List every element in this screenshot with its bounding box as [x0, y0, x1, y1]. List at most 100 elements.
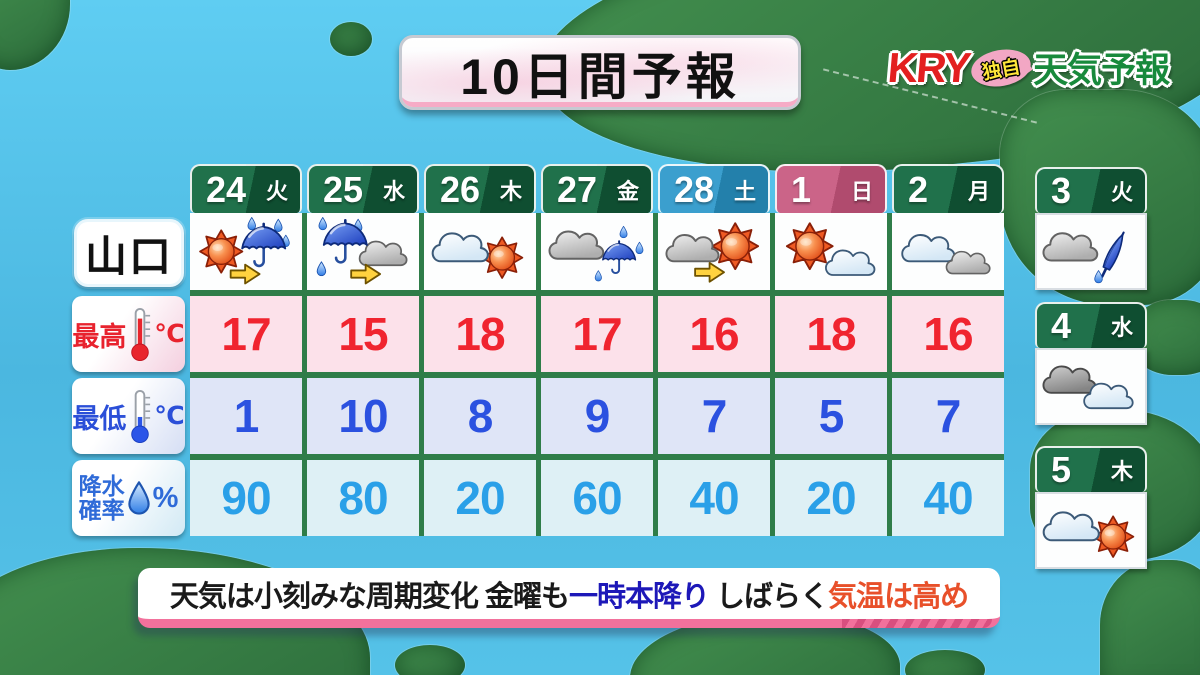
cell-pop-1: 20	[775, 460, 887, 536]
low-value: 1	[233, 390, 260, 442]
cell-low-25: 10	[307, 378, 419, 454]
cell-pop-27: 60	[541, 460, 653, 536]
map-landmass	[0, 0, 70, 70]
weekday-label: 月	[967, 178, 990, 204]
cell-low-28: 7	[658, 378, 770, 454]
high-value: 18	[806, 308, 856, 360]
high-value: 17	[221, 308, 271, 360]
dokuji-badge: 独自	[968, 44, 1034, 91]
pop-value: 20	[455, 472, 505, 524]
weekday-label: 水	[1110, 315, 1133, 340]
banner-text: 天気は小刻みな周期変化 金曜も一時本降り しばらく気温は高め	[169, 573, 969, 615]
cell-pop-2: 40	[892, 460, 1004, 536]
cell-high-27: 17	[541, 296, 653, 372]
banner-hatch-decoration	[842, 619, 992, 628]
low-value: 7	[935, 390, 962, 442]
cell-high-2: 16	[892, 296, 1004, 372]
cell-low-26: 8	[424, 378, 536, 454]
weather-icon-cell-1	[775, 213, 887, 290]
weekday-label: 木	[1110, 459, 1133, 484]
precip-unit: %	[152, 481, 179, 514]
low-temp-label-text: 最低	[72, 403, 127, 434]
cell-low-27: 9	[541, 378, 653, 454]
weekday-label: 土	[733, 178, 756, 204]
cell-high-25: 15	[307, 296, 419, 372]
precip-label-line1: 降水	[78, 472, 125, 499]
precip-label-line2: 確率	[78, 497, 125, 523]
weather-icon-cloud-then-sun	[431, 232, 524, 279]
page-title: 10日間予報	[399, 35, 801, 110]
date-number: 24	[206, 168, 247, 210]
high-value: 16	[923, 308, 973, 360]
weekday-label: 火	[265, 178, 288, 204]
weather-icon-cloud-then-sun-arrow	[665, 222, 760, 283]
weather-icon-cloud-with-closed-umbrella	[1042, 229, 1130, 284]
cell-low-2: 7	[892, 378, 1004, 454]
dokuji-badge-text: 独自	[980, 55, 1023, 84]
location-text: 山口	[84, 232, 173, 280]
cell-low-24: 1	[190, 378, 302, 454]
date-number: 2	[908, 168, 929, 210]
weather-icon-cell-28	[658, 213, 770, 290]
date-number: 1	[791, 168, 812, 210]
high-value: 17	[572, 308, 622, 360]
date-tile-28: 28 土	[658, 164, 770, 213]
weather-icon-sun-then-rain	[199, 217, 290, 285]
weekday-label: 水	[382, 178, 405, 204]
pop-value: 90	[221, 472, 271, 524]
date-number: 27	[557, 168, 598, 210]
weekday-label: 金	[616, 178, 639, 204]
cell-pop-26: 20	[424, 460, 536, 536]
low-value: 5	[818, 390, 845, 442]
map-landmass	[1100, 560, 1200, 675]
weather-icon-cell-27	[541, 213, 653, 290]
cell-pop-28: 40	[658, 460, 770, 536]
date-tile-24: 24 火	[190, 164, 302, 213]
cell-high-26: 18	[424, 296, 536, 372]
low-value: 8	[467, 390, 494, 442]
pop-value: 20	[806, 472, 856, 524]
cell-pop-24: 90	[190, 460, 302, 536]
weekday-label: 木	[499, 178, 522, 204]
low-temp-unit: ℃	[154, 402, 185, 430]
low-temp-row-label: 最低 ℃	[72, 378, 185, 454]
high-value: 18	[455, 308, 505, 360]
high-value: 15	[338, 308, 388, 360]
low-value: 9	[584, 390, 611, 442]
cell-low-1: 5	[775, 378, 887, 454]
weather-icon-darkcloud-and-cloud	[1042, 365, 1134, 410]
weather-icon-cell-26	[424, 213, 536, 290]
weather-icon-cell-24	[190, 213, 302, 290]
thermometer-high-icon	[127, 306, 153, 362]
weather-icon-cloud-occasional-rain	[548, 225, 644, 282]
weather-service-label: 天気予報	[1033, 51, 1170, 90]
date-number: 4	[1051, 305, 1072, 346]
weather-icon-rain-then-cloud	[316, 217, 408, 285]
banner-segment: 天気は小刻みな周期変化 金曜も	[169, 580, 570, 613]
date-number: 3	[1051, 170, 1072, 211]
weather-icon-cell-2	[892, 213, 1004, 290]
side-weather-icon-cell-3	[1035, 213, 1147, 290]
cell-high-24: 17	[190, 296, 302, 372]
date-number: 28	[674, 168, 715, 210]
raindrop-icon	[127, 481, 151, 515]
headline-banner: 天気は小刻みな周期変化 金曜も一時本降り しばらく気温は高め	[138, 568, 1000, 628]
precip-label-text: 降水 確率	[79, 474, 125, 522]
high-temp-row-label: 最高 ℃	[72, 296, 185, 372]
weather-icon-cell-25	[307, 213, 419, 290]
low-value: 10	[338, 390, 388, 442]
map-island	[395, 645, 465, 675]
high-value: 16	[689, 308, 739, 360]
cell-high-28: 16	[658, 296, 770, 372]
side-weather-icon-cell-5	[1035, 492, 1147, 569]
high-temp-unit: ℃	[154, 320, 185, 348]
cell-pop-25: 80	[307, 460, 419, 536]
date-tile-26: 26 木	[424, 164, 536, 213]
weekday-label: 日	[850, 178, 873, 204]
date-number: 5	[1051, 449, 1072, 490]
weather-icon-sun-then-cloud	[785, 222, 876, 276]
